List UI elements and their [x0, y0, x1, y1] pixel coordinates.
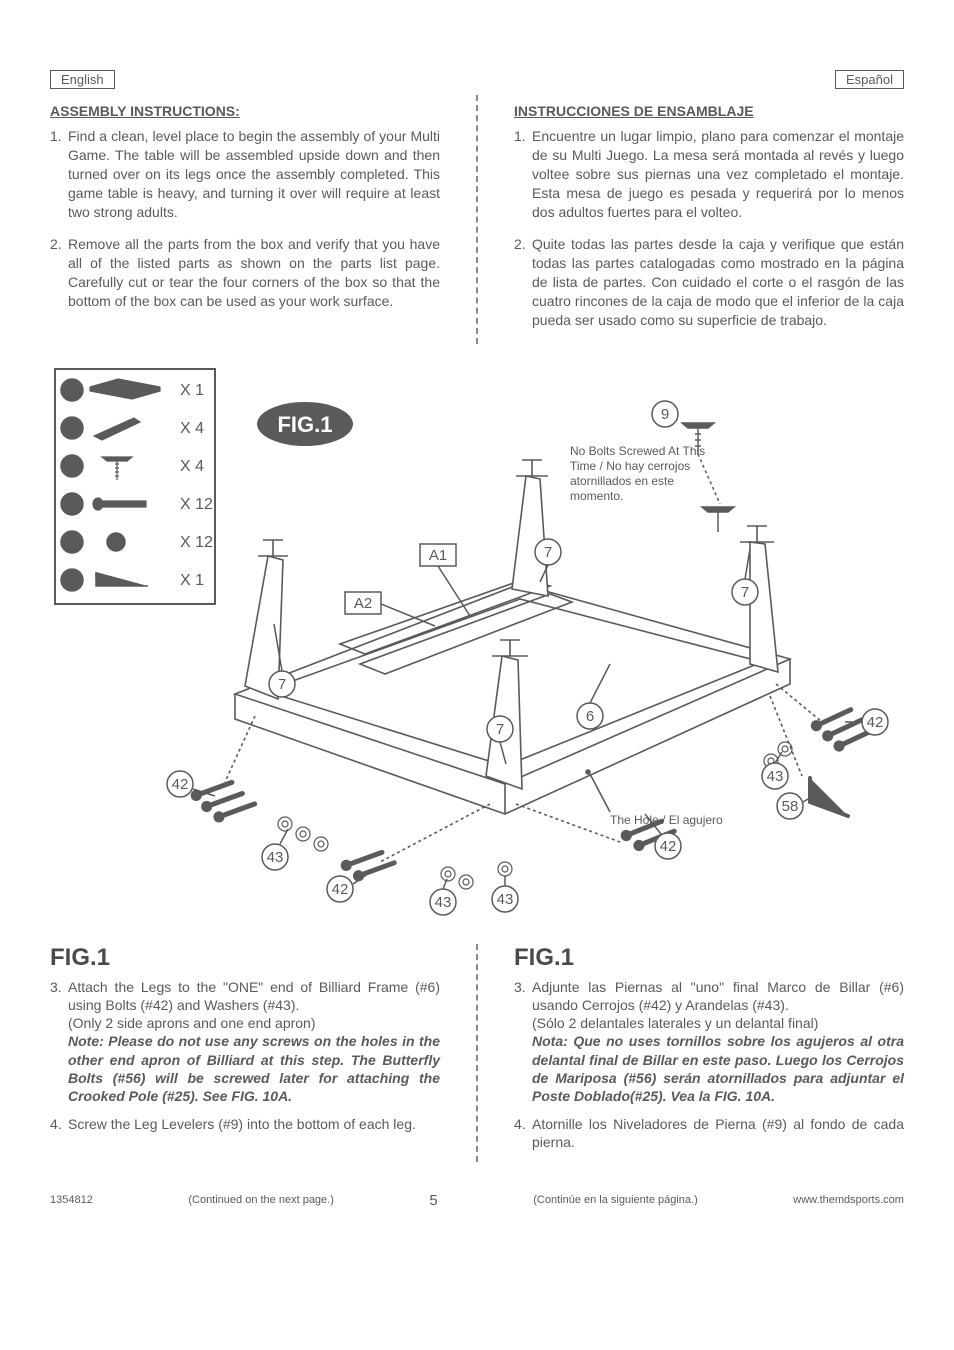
- en-step2: Remove all the parts from the box and ve…: [50, 235, 440, 311]
- svg-text:43: 43: [267, 849, 284, 866]
- svg-text:43: 43: [767, 768, 784, 785]
- legend-qty-43: X 12: [180, 534, 213, 551]
- fig1-es-step4: 4.Atornille los Niveladores de Pierna (#…: [514, 1115, 904, 1151]
- svg-text:42: 42: [332, 881, 349, 898]
- lang-english-box: English: [50, 70, 115, 89]
- en-step1: Find a clean, level place to begin the a…: [50, 127, 440, 221]
- figure-1-diagram: 6 X 1 7 X 4 9 X 4 42 X 12 43 X 12 58 X 1…: [50, 364, 904, 924]
- instructions-columns: ASSEMBLY INSTRUCTIONS: Find a clean, lev…: [50, 95, 904, 344]
- spanish-column: INSTRUCCIONES DE ENSAMBLAJE Encuentre un…: [514, 95, 904, 344]
- table-drawing: [190, 460, 876, 889]
- es-step3b: (Sólo 2 delantales laterales y un delant…: [532, 1015, 818, 1031]
- assembly-title-en: ASSEMBLY INSTRUCTIONS:: [50, 103, 440, 119]
- svg-text:7: 7: [496, 721, 504, 738]
- fig1-columns: FIG.1 3. Attach the Legs to the "ONE" en…: [50, 944, 904, 1162]
- fig1-svg: 6 X 1 7 X 4 9 X 4 42 X 12 43 X 12 58 X 1…: [50, 364, 904, 924]
- legend-num-42: 42: [63, 496, 81, 513]
- legend-rows: 6 X 1 7 X 4 9 X 4 42 X 12 43 X 12 58 X 1: [61, 379, 213, 591]
- lang-spanish-box: Español: [835, 70, 904, 89]
- svg-text:A1: A1: [429, 547, 447, 564]
- fig1-es-step3: 3. Adjunte las Piernas al "uno" final Ma…: [514, 978, 904, 1105]
- fig1-es-col: FIG.1 3. Adjunte las Piernas al "uno" fi…: [514, 944, 904, 1162]
- assembly-title-es: INSTRUCCIONES DE ENSAMBLAJE: [514, 103, 904, 119]
- fig1-en-step4: 4.Screw the Leg Levelers (#9) into the b…: [50, 1115, 440, 1133]
- footer-url: www.themdsports.com: [793, 1194, 904, 1206]
- svg-text:42: 42: [660, 838, 677, 855]
- page-footer: 1354812 (Continued on the next page.) 5 …: [50, 1192, 904, 1209]
- legend-qty-6: X 1: [180, 382, 204, 399]
- spanish-steps: Encuentre un lugar limpio, plano para co…: [514, 127, 904, 330]
- svg-text:7: 7: [544, 544, 552, 561]
- page-number: 5: [429, 1192, 437, 1209]
- legend-qty-58: X 1: [180, 572, 204, 589]
- hole-label: The Hole / El agujero: [610, 813, 723, 827]
- svg-text:7: 7: [278, 676, 286, 693]
- fig1-heading-en: FIG.1: [50, 944, 440, 972]
- legend-qty-9: X 4: [180, 458, 204, 475]
- es-step4: Atornille los Niveladores de Pierna (#9)…: [532, 1116, 904, 1150]
- en-step3a: Attach the Legs to the "ONE" end of Bill…: [68, 979, 440, 1013]
- legend-num-7: 7: [68, 420, 77, 437]
- svg-text:43: 43: [497, 891, 514, 908]
- svg-text:A2: A2: [354, 595, 372, 612]
- svg-text:9: 9: [661, 406, 669, 423]
- svg-text:6: 6: [586, 708, 594, 725]
- english-steps: Find a clean, level place to begin the a…: [50, 127, 440, 311]
- es-step3a: Adjunte las Piernas al "uno" final Marco…: [532, 979, 904, 1013]
- svg-text:42: 42: [867, 714, 884, 731]
- header-row: English Español: [50, 70, 904, 89]
- fig1-en-step3: 3. Attach the Legs to the "ONE" end of B…: [50, 978, 440, 1105]
- svg-text:43: 43: [435, 894, 452, 911]
- column-divider: [476, 95, 478, 344]
- svg-text:7: 7: [741, 584, 749, 601]
- svg-text:42: 42: [172, 776, 189, 793]
- legend-qty-42: X 12: [180, 496, 213, 513]
- es-step1: Encuentre un lugar limpio, plano para co…: [514, 127, 904, 221]
- doc-number: 1354812: [50, 1194, 93, 1206]
- fig1-en-list: 3. Attach the Legs to the "ONE" end of B…: [50, 978, 440, 1134]
- en-step4: Screw the Leg Levelers (#9) into the bot…: [68, 1116, 416, 1132]
- legend-num-6: 6: [68, 382, 77, 399]
- legend-num-9: 9: [68, 458, 77, 475]
- en-step3b: (Only 2 side aprons and one end apron): [68, 1015, 316, 1031]
- fig1-en-col: FIG.1 3. Attach the Legs to the "ONE" en…: [50, 944, 440, 1162]
- fig1-es-list: 3. Adjunte las Piernas al "uno" final Ma…: [514, 978, 904, 1152]
- es-step3note: Nota: Que no uses tornillos sobre los ag…: [532, 1033, 904, 1104]
- legend-num-43: 43: [63, 534, 81, 551]
- continued-en: (Continued on the next page.): [188, 1194, 334, 1206]
- fig1-divider: [476, 944, 478, 1162]
- fig-badge-text: FIG.1: [277, 412, 332, 437]
- continued-es: (Continúe en la siguiente página.): [533, 1194, 698, 1206]
- es-step2: Quite todas las partes desde la caja y v…: [514, 235, 904, 329]
- svg-text:58: 58: [782, 798, 799, 815]
- legend-num-58: 58: [63, 572, 81, 589]
- en-step3note: Note: Please do not use any screws on th…: [68, 1033, 440, 1104]
- legend-box: [55, 369, 215, 604]
- bilingual-note: No Bolts Screwed At This Time / No hay c…: [570, 444, 720, 504]
- fig1-heading-es: FIG.1: [514, 944, 904, 972]
- legend-qty-7: X 4: [180, 420, 204, 437]
- english-column: ASSEMBLY INSTRUCTIONS: Find a clean, lev…: [50, 95, 440, 344]
